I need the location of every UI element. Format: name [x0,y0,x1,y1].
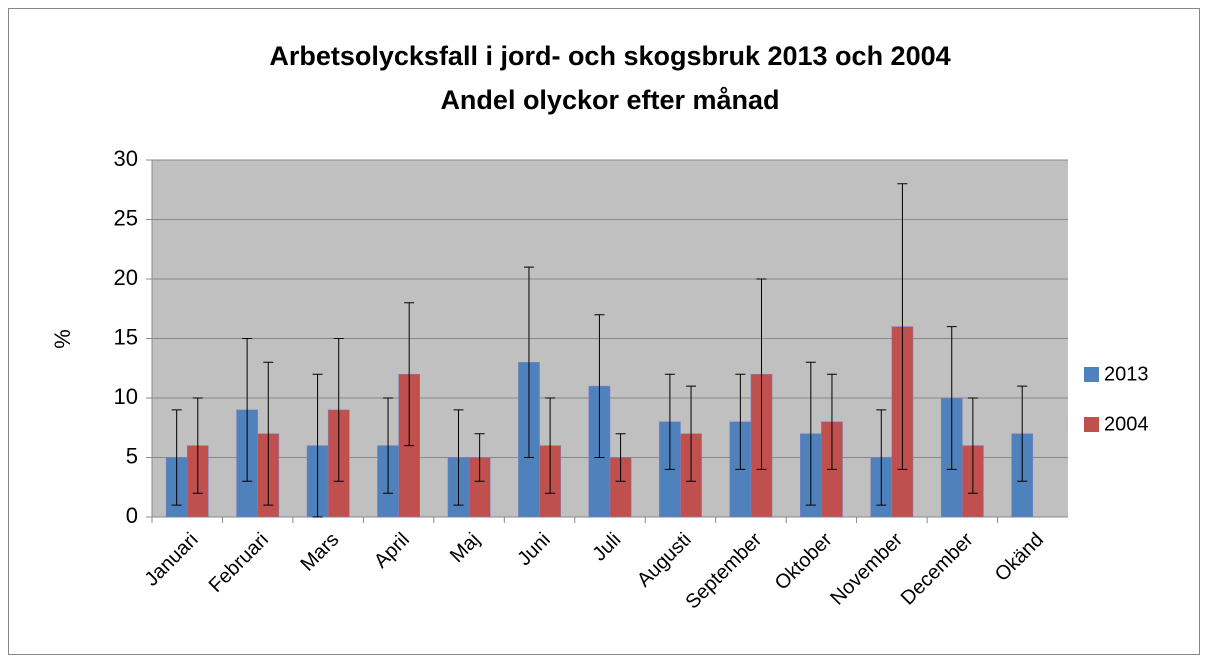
legend-swatch [1084,367,1099,382]
y-tick-label: 5 [126,443,138,468]
error-bar [453,409,464,506]
error-bar [523,266,534,458]
error-bar [805,361,816,506]
y-tick-label: 15 [114,324,138,349]
error-bar [664,373,675,470]
error-bar [1017,385,1028,482]
error-bar [826,373,837,470]
error-bar [686,385,697,482]
error-bar [967,397,978,494]
error-bar [756,278,767,470]
error-bar [192,397,203,494]
error-bar [242,338,253,482]
y-tick-label: 10 [114,384,138,409]
error-bar [474,433,485,482]
error-bar [404,302,415,447]
legend-swatch [1084,417,1099,432]
legend-label: 2013 [1104,363,1149,385]
error-bar [263,361,274,506]
error-bar [333,338,344,482]
y-axis-label: % [50,329,75,349]
error-bar [946,326,957,470]
error-bar [735,373,746,470]
error-bar [171,409,182,506]
error-bar [312,373,323,518]
error-bar [545,397,556,494]
y-tick-label: 30 [114,146,138,171]
chart-title: Arbetsolycksfall i jord- och skogsbruk 2… [269,41,950,71]
error-bar [383,397,394,494]
error-bar [897,183,908,470]
legend-label: 2004 [1104,413,1149,435]
y-tick-label: 20 [114,265,138,290]
error-bar [615,433,626,482]
error-bar [594,314,605,458]
y-tick-label: 25 [114,205,138,230]
chart-subtitle: Andel olyckor efter månad [440,85,779,115]
error-bar [876,409,887,506]
y-tick-label: 0 [126,503,138,528]
